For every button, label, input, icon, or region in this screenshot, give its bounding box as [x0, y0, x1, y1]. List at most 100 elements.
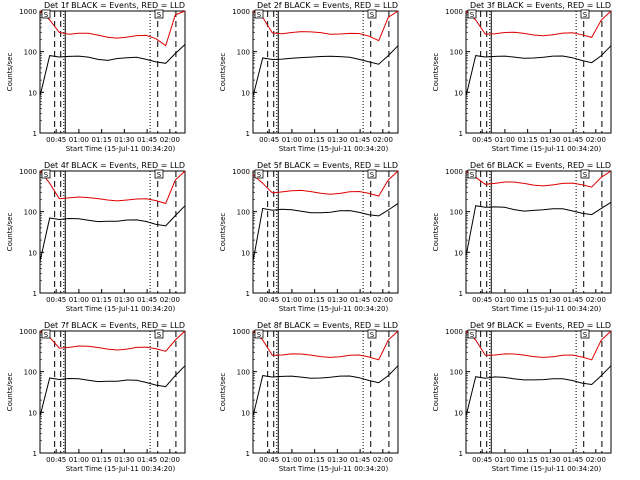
y-tick-label: 1 [246, 130, 250, 138]
y-tick-label: 10 [241, 89, 250, 97]
plot-frame [252, 330, 399, 454]
x-tick-label: 02:00 [160, 136, 180, 144]
saa-marker-label: S [470, 171, 475, 179]
x-tick-label: 01:15 [305, 296, 325, 304]
lld-series-line [465, 10, 612, 38]
x-tick-label: 00:45 [259, 136, 279, 144]
x-tick-label: 02:00 [373, 136, 393, 144]
y-axis-label: Counts/sec [219, 53, 227, 92]
panel-det-5: Det 5f BLACK = Events, RED = LLD 1 10 100 10… [219, 161, 399, 313]
saa-marker-label: S [370, 331, 375, 339]
y-tick-label: 1000 [445, 168, 463, 176]
y-tick-label: 1 [33, 130, 37, 138]
y-tick-label: 1 [246, 290, 250, 298]
events-series-line [39, 44, 186, 97]
y-tick-label: 100 [24, 49, 37, 57]
x-tick-label: 01:30 [327, 296, 347, 304]
panel-title: Det 1f BLACK = Events, RED = LLD [44, 1, 185, 10]
x-axis-label: Start Time (15-Jul-11 00:34:20) [279, 305, 389, 313]
saa-marker-box [367, 329, 377, 339]
panel-title: Det 6f BLACK = Events, RED = LLD [470, 161, 611, 170]
y-tick-label: 10 [454, 409, 463, 417]
y-axis-label: Counts/sec [432, 213, 440, 252]
saa-marker-box [254, 329, 264, 339]
lld-series-line [252, 170, 399, 197]
x-tick-label: 01:00 [282, 136, 302, 144]
x-tick-label: 01:45 [137, 456, 157, 464]
x-tick-label: 01:30 [540, 296, 560, 304]
y-tick-label: 10 [28, 249, 37, 257]
x-tick-label: 01:00 [282, 296, 302, 304]
x-tick-label: 00:45 [472, 456, 492, 464]
panel-det-3: Det 3f BLACK = Events, RED = LLD 1 10 100 10… [432, 1, 612, 153]
x-tick-label: 01:30 [114, 296, 134, 304]
saa-marker-box [467, 9, 477, 19]
saa-marker-box [154, 9, 164, 19]
y-tick-label: 10 [454, 89, 463, 97]
y-tick-label: 100 [24, 369, 37, 377]
y-tick-label: 1 [459, 130, 463, 138]
x-tick-label: 01:45 [350, 456, 370, 464]
saa-marker-box [41, 329, 51, 339]
y-tick-label: 1000 [232, 8, 250, 16]
saa-marker-label: S [44, 171, 49, 179]
y-tick-label: 100 [450, 369, 463, 377]
x-tick-label: 02:00 [586, 136, 606, 144]
y-tick-label: 10 [454, 249, 463, 257]
x-tick-label: 01:00 [495, 456, 515, 464]
saa-marker-box [41, 169, 51, 179]
x-tick-label: 01:45 [137, 296, 157, 304]
plot-frame [465, 330, 612, 454]
plot-frame [465, 10, 612, 134]
y-tick-label: 1000 [232, 168, 250, 176]
saa-marker-label: S [470, 331, 475, 339]
saa-marker-label: S [157, 331, 162, 339]
x-tick-label: 01:30 [540, 456, 560, 464]
x-axis-label: Start Time (15-Jul-11 00:34:20) [66, 305, 176, 313]
y-tick-label: 10 [28, 409, 37, 417]
y-tick-label: 100 [237, 49, 250, 57]
events-series-line [252, 365, 399, 417]
x-tick-label: 02:00 [373, 296, 393, 304]
panel-title: Det 5f BLACK = Events, RED = LLD [257, 161, 398, 170]
x-tick-label: 01:15 [92, 136, 112, 144]
x-tick-label: 01:30 [540, 136, 560, 144]
y-tick-label: 10 [241, 249, 250, 257]
y-tick-label: 1000 [19, 328, 37, 336]
events-series-line [465, 45, 612, 97]
x-tick-label: 02:00 [373, 456, 393, 464]
y-tick-label: 100 [24, 209, 37, 217]
x-tick-label: 01:00 [69, 456, 89, 464]
saa-marker-label: S [470, 11, 475, 19]
y-axis-label: Counts/sec [219, 213, 227, 252]
x-tick-label: 00:45 [472, 296, 492, 304]
plot-frame [39, 330, 186, 454]
y-tick-label: 1 [246, 450, 250, 458]
plot-frame [465, 170, 612, 294]
y-tick-label: 1 [459, 290, 463, 298]
x-tick-label: 01:15 [305, 456, 325, 464]
lld-series-line [252, 10, 399, 42]
y-tick-label: 1000 [445, 328, 463, 336]
x-tick-label: 00:45 [472, 136, 492, 144]
panel-title: Det 7f BLACK = Events, RED = LLD [44, 321, 185, 330]
x-tick-label: 01:00 [495, 136, 515, 144]
events-series-line [465, 365, 612, 417]
x-tick-label: 01:15 [305, 136, 325, 144]
y-tick-label: 10 [241, 409, 250, 417]
y-tick-label: 1 [33, 290, 37, 298]
x-tick-label: 01:45 [563, 456, 583, 464]
events-series-line [252, 45, 399, 97]
y-tick-label: 100 [450, 49, 463, 57]
saa-marker-box [254, 169, 264, 179]
x-axis-label: Start Time (15-Jul-11 00:34:20) [492, 145, 602, 153]
events-series-line [39, 205, 186, 262]
x-tick-label: 01:30 [114, 456, 134, 464]
x-tick-label: 01:45 [350, 136, 370, 144]
panel-det-4: Det 4f BLACK = Events, RED = LLD 1 10 100 10… [6, 161, 186, 313]
saa-marker-box [467, 329, 477, 339]
saa-marker-box [154, 169, 164, 179]
x-tick-label: 01:30 [327, 136, 347, 144]
x-tick-label: 02:00 [160, 456, 180, 464]
saa-marker-box [467, 169, 477, 179]
